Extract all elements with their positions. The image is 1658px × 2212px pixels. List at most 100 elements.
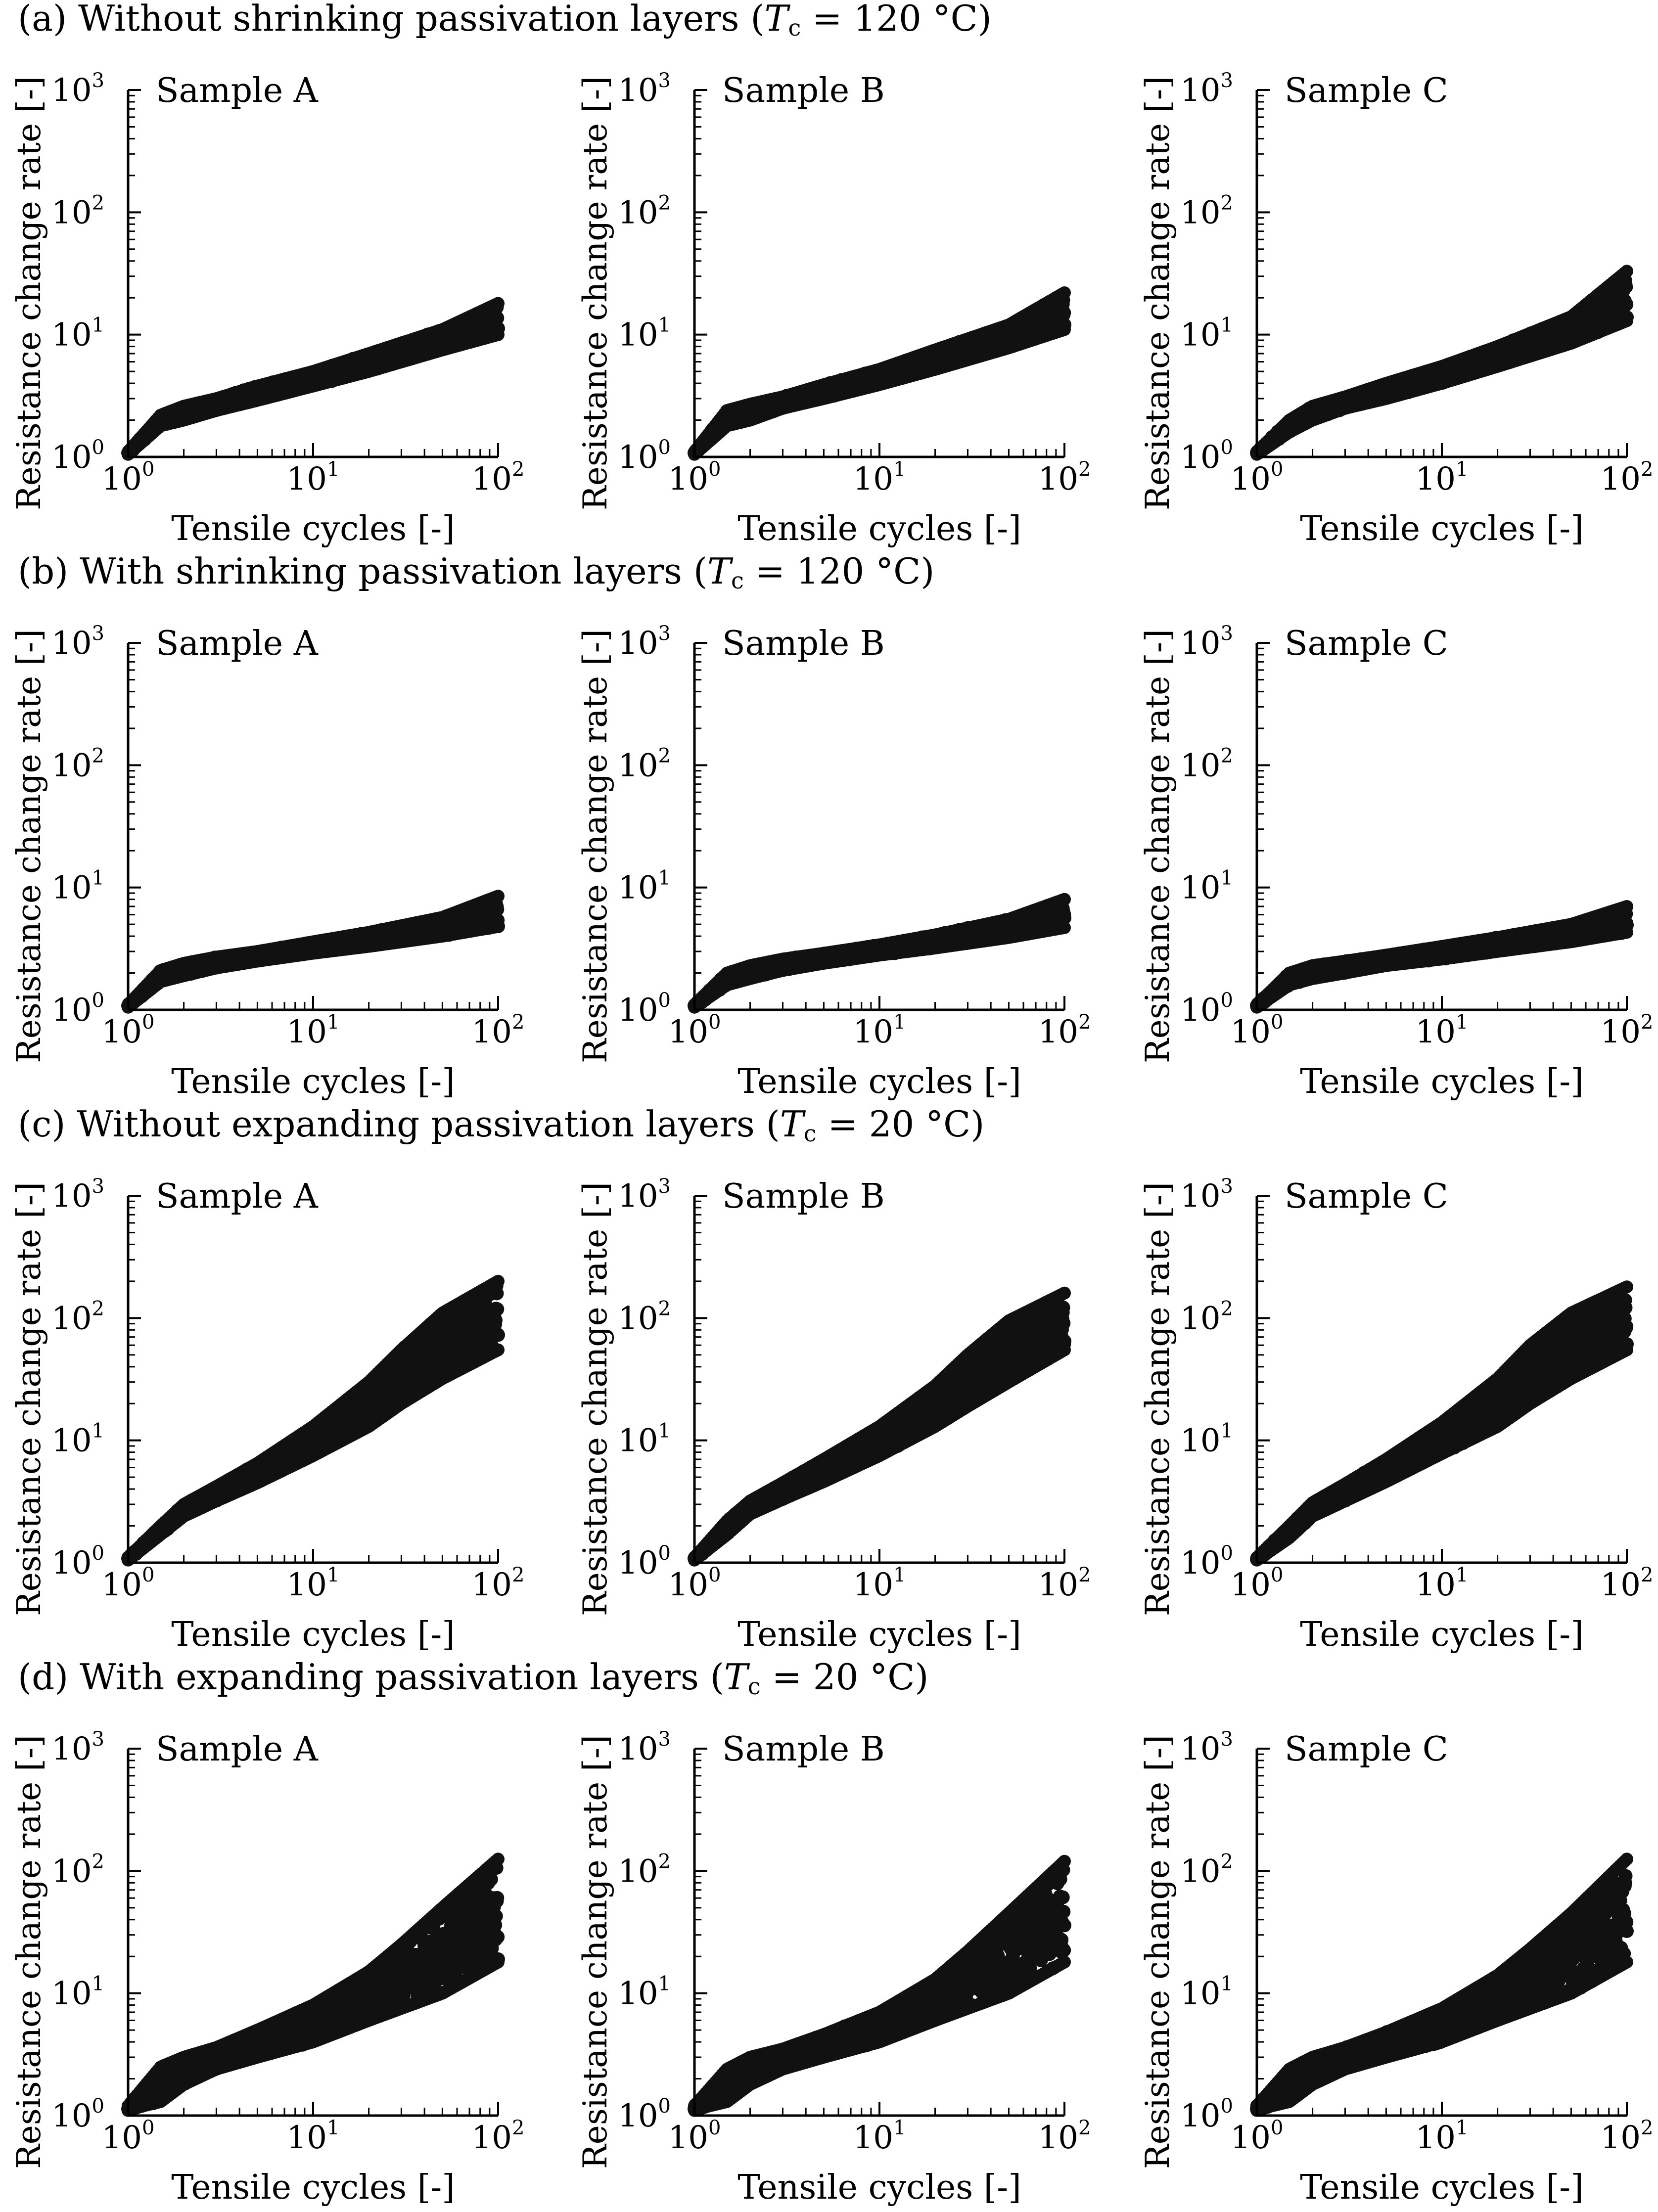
x-tick-label: 100 [102,458,155,497]
temperature-value: = 120 °C) [744,550,935,592]
panel-letter: (c) [18,1103,66,1145]
data-series [121,297,505,461]
x-axis-label: Tensile cycles [-] [737,509,1021,548]
x-tick-base: 10 [102,461,142,497]
y-tick-exponent: 0 [1221,436,1233,459]
data-point-upper [1620,265,1633,277]
y-tick-exponent: 0 [658,436,671,459]
x-axis-label: Tensile cycles [-] [171,509,455,548]
temperature-subscript: c [748,1673,761,1700]
data-point-upper [492,297,505,310]
x-axis-label: Tensile cycles [-] [1300,509,1583,548]
x-tick-base: 10 [1601,461,1641,497]
chart-title: Sample B [722,71,885,110]
panel-heading-c: (c) Without expanding passivation layers… [18,1103,984,1147]
data-point-lower [1620,315,1633,327]
panel-letter: (d) [18,1656,68,1698]
temperature-subscript: c [788,14,801,41]
x-tick-base: 10 [1416,461,1456,497]
y-tick-exponent: 2 [1221,191,1233,214]
x-tick-exponent: 1 [1456,458,1468,481]
y-tick-label: 103 [1180,69,1233,109]
x-tick-base: 10 [1231,461,1271,497]
temperature-subscript: c [731,567,744,594]
temperature-symbol: T [764,0,790,39]
x-tick-label: 101 [853,458,906,497]
y-tick-base: 10 [1180,317,1220,354]
x-tick-base: 10 [1038,461,1078,497]
y-tick-exponent: 1 [658,314,671,337]
data-series [1250,265,1634,460]
x-tick-exponent: 2 [512,458,524,481]
panel-heading-text: Without expanding passivation layers ( [77,1103,780,1145]
data-series [688,286,1071,461]
y-tick-label: 100 [51,436,104,476]
y-tick-exponent: 1 [92,314,104,337]
y-tick-label: 102 [618,191,671,231]
x-tick-label: 102 [1038,458,1091,497]
y-tick-exponent: 3 [92,69,104,92]
y-tick-base: 10 [51,317,92,354]
y-tick-label: 101 [618,314,671,354]
x-tick-exponent: 1 [893,458,906,481]
y-tick-label: 103 [618,69,671,109]
y-tick-label: 103 [51,69,104,109]
temperature-value: = 20 °C) [817,1103,985,1145]
y-tick-base: 10 [618,72,658,109]
data-series [121,890,505,1014]
data-point-lower [492,328,505,341]
x-tick-label: 100 [1231,458,1284,497]
x-tick-base: 10 [287,461,327,497]
x-tick-base: 10 [472,461,512,497]
data-point-upper [1058,286,1071,299]
panel-heading-b: (b) With shrinking passivation layers (T… [18,550,934,594]
x-tick-exponent: 2 [1078,458,1091,481]
y-tick-base: 10 [51,194,92,231]
panel-heading-a: (a) Without shrinking passivation layers… [18,0,992,41]
x-tick-base: 10 [668,461,708,497]
x-tick-exponent: 0 [708,458,721,481]
y-tick-base: 10 [1180,439,1220,476]
data-point [1619,297,1633,311]
panel-letter: (b) [18,550,68,592]
chart-title: Sample A [156,71,319,110]
x-tick-exponent: 2 [1641,458,1653,481]
temperature-value: = 120 °C) [801,0,992,39]
panel-heading-text: Without shrinking passivation layers ( [78,0,764,39]
panel-letter: (a) [18,0,67,39]
temperature-symbol: T [707,550,734,592]
x-tick-label: 102 [472,458,525,497]
panel-heading-text: With shrinking passivation layers ( [80,550,707,592]
temperature-symbol: T [724,1656,750,1698]
x-tick-label: 100 [668,458,721,497]
panel-heading-d: (d) With expanding passivation layers (T… [18,1656,928,1700]
y-tick-label: 102 [1180,191,1233,231]
x-tick-label: 102 [1601,458,1654,497]
y-tick-exponent: 0 [92,436,104,459]
data-point [1057,306,1071,319]
y-tick-exponent: 3 [1221,69,1233,92]
y-tick-base: 10 [1180,72,1220,109]
y-axis-label: Resistance change rate [-] [576,76,614,510]
y-tick-exponent: 3 [658,69,671,92]
y-tick-label: 100 [618,436,671,476]
y-tick-base: 10 [51,439,92,476]
y-axis-label: Resistance change rate [-] [1139,76,1177,510]
y-tick-exponent: 2 [658,191,671,214]
panel-heading-text: With expanding passivation layers ( [80,1656,724,1698]
y-axis-label: Resistance change rate [-] [10,76,48,510]
y-tick-base: 10 [618,439,658,476]
temperature-value: = 20 °C) [761,1656,929,1698]
y-tick-label: 102 [51,191,104,231]
y-tick-base: 10 [51,72,92,109]
x-tick-exponent: 1 [327,458,339,481]
temperature-subscript: c [804,1120,817,1147]
x-tick-exponent: 0 [142,458,154,481]
y-tick-exponent: 2 [92,191,104,214]
